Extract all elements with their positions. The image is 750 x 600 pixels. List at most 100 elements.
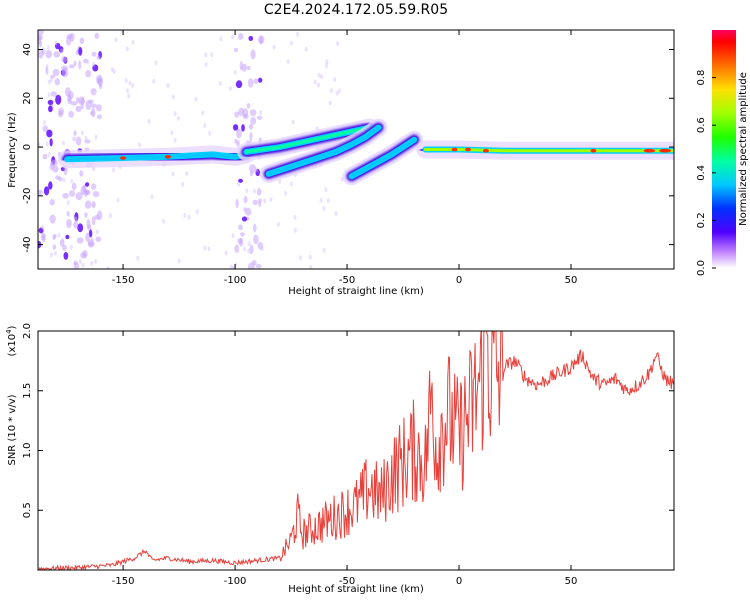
heatmap-noise-cell-130	[84, 189, 90, 196]
heatmap-noise-cell-135	[58, 107, 65, 116]
heatmap-noise-cell-323	[313, 79, 317, 85]
heatmap-panel: -150 -100 -50 0 50 -40 -20 0 20 40 Height of str…	[7, 29, 675, 297]
heatmap-noise-cell-238	[336, 41, 340, 47]
snr-y-scale-exp: 4	[5, 329, 13, 334]
heatmap-noise-cell-138	[92, 64, 99, 72]
heatmap-noise-cell-60	[96, 104, 102, 112]
heatmap-noise-cell-67	[76, 237, 84, 244]
heatmap-noise-cell-334	[170, 130, 174, 136]
heatmap-noise-cell-156	[246, 216, 250, 221]
snr-x-tick-label-4: 50	[565, 576, 578, 587]
heatmap-noise-cell-276	[61, 237, 65, 243]
heatmap-peak-1	[164, 155, 171, 159]
heatmap-noise-cell-341	[299, 255, 303, 261]
heatmap-noise-cell-40	[71, 182, 77, 191]
heatmap-noise-cell-167	[238, 224, 243, 231]
heatmap-noise-cell-96	[85, 69, 92, 78]
heatmap-noise-cell-89	[65, 234, 70, 240]
heatmap-noise-cell-129	[87, 239, 95, 248]
colorbar-tick-label-0: 0.0	[696, 260, 707, 276]
snr-x-ticks: -150 -100 -50 0 50	[112, 331, 578, 587]
heatmap-noise-cell-76	[47, 99, 54, 106]
heatmap-noise-cell-223	[46, 45, 50, 51]
heatmap-noise-cell-230	[243, 246, 247, 252]
heatmap-noise-cell-171	[232, 124, 239, 131]
heatmap-noise-cell-0	[75, 192, 83, 201]
heatmap-noise-cell-237	[326, 197, 330, 203]
snr-y-ticks: 0.5 1.0 1.5 2.0	[22, 323, 674, 518]
heatmap-noise-cell-38	[53, 234, 57, 239]
heatmap-noise-cell-346	[272, 44, 276, 50]
heatmap-noise-cell-90	[45, 66, 49, 76]
heatmap-x-tick-label-2: -50	[339, 275, 355, 286]
heatmap-noise-cell-31	[90, 183, 97, 190]
heatmap-noise-cell-188	[257, 241, 264, 250]
heatmap-noise-cell-145	[248, 123, 254, 130]
heatmap-noise-cell-79	[38, 49, 44, 59]
heatmap-noise-cell-88	[95, 236, 102, 243]
heatmap-noise-cell-93	[64, 87, 71, 97]
heatmap-noise-cell-136	[94, 214, 100, 220]
heatmap-noise-cell-327	[237, 181, 241, 187]
heatmap-noise-cell-303	[289, 40, 293, 46]
heatmap-noise-cell-120	[91, 107, 96, 118]
heatmap-noise-cell-80	[86, 219, 91, 229]
heatmap-noise-cell-77	[66, 211, 70, 217]
heatmap-noise-cell-187	[259, 35, 263, 45]
heatmap-noise-cell-169	[235, 80, 243, 89]
heatmap-noise-cell-247	[308, 254, 312, 260]
heatmap-noise-cell-194	[238, 178, 243, 183]
heatmap-noise-cell-324	[49, 77, 53, 83]
heatmap-noise-cell-49	[91, 216, 96, 226]
heatmap-noise-cell-78	[55, 175, 60, 180]
heatmap-noise-cell-68	[63, 252, 69, 260]
heatmap-noise-cell-357	[131, 39, 135, 45]
heatmap-noise-cell-220	[69, 244, 73, 250]
heatmap-noise-cell-101	[43, 186, 50, 196]
heatmap-track-core-1	[244, 126, 371, 154]
heatmap-noise-cell-325	[81, 262, 85, 268]
heatmap-noise-cell-255	[185, 171, 189, 177]
heatmap-noise-cell-81	[84, 182, 90, 187]
heatmap-noise-cell-10	[79, 170, 84, 177]
heatmap-noise-cell-228	[219, 36, 223, 42]
heatmap-y-ticks: -40 -20 0 20 40	[22, 43, 674, 253]
snr-panel: -150 -100 -50 0 50 0.5 1.0 1.5 2.0 Height of st…	[5, 323, 675, 595]
heatmap-noise-cell-23	[55, 94, 62, 105]
heatmap-peak-2	[451, 147, 458, 152]
heatmap-noise-cell-322	[293, 214, 297, 220]
heatmap-x-axis-label: Height of straight line (km)	[288, 286, 424, 297]
heatmap-noise-cell-345	[78, 258, 82, 264]
heatmap-noise-cell-198	[249, 131, 253, 142]
heatmap-noise-cell-43	[94, 32, 100, 39]
heatmap-y-tick-label-3: 20	[22, 92, 33, 105]
snr-x-tick-label-0: -150	[112, 576, 135, 587]
heatmap-noise-cell-264	[245, 188, 249, 194]
heatmap-noise-cell-219	[242, 207, 246, 213]
heatmap-noise-cell-116	[67, 94, 72, 102]
heatmap-marks	[38, 30, 674, 269]
heatmap-noise-cell-271	[45, 141, 49, 147]
snr-y-scale-base: (x10	[7, 334, 18, 357]
heatmap-noise-cell-25	[68, 110, 74, 118]
heatmap-noise-cell-328	[54, 40, 58, 46]
heatmap-noise-cell-108	[85, 232, 90, 242]
heatmap-noise-cell-285	[136, 255, 140, 261]
heatmap-noise-cell-316	[277, 221, 281, 227]
heatmap-noise-cell-106	[46, 129, 53, 138]
heatmap-noise-cell-100	[73, 260, 78, 266]
heatmap-noise-cell-200	[152, 78, 156, 84]
heatmap-noise-cell-343	[112, 68, 116, 74]
heatmap-noise-cell-121	[75, 97, 80, 104]
heatmap-noise-cell-336	[181, 181, 185, 187]
heatmap-noise-cell-59	[48, 105, 53, 113]
snr-series-line	[38, 331, 674, 570]
heatmap-y-tick-label-0: -40	[22, 236, 33, 252]
heatmap-peak-7	[659, 148, 672, 153]
heatmap-noise-cell-193	[256, 115, 263, 120]
heatmap-x-tick-label-3: 0	[456, 275, 462, 286]
heatmap-noise-cell-131	[61, 65, 68, 71]
heatmap-noise-cell-251	[162, 218, 166, 224]
heatmap-noise-cell-113	[49, 198, 55, 206]
heatmap-noise-cell-137	[38, 34, 43, 41]
